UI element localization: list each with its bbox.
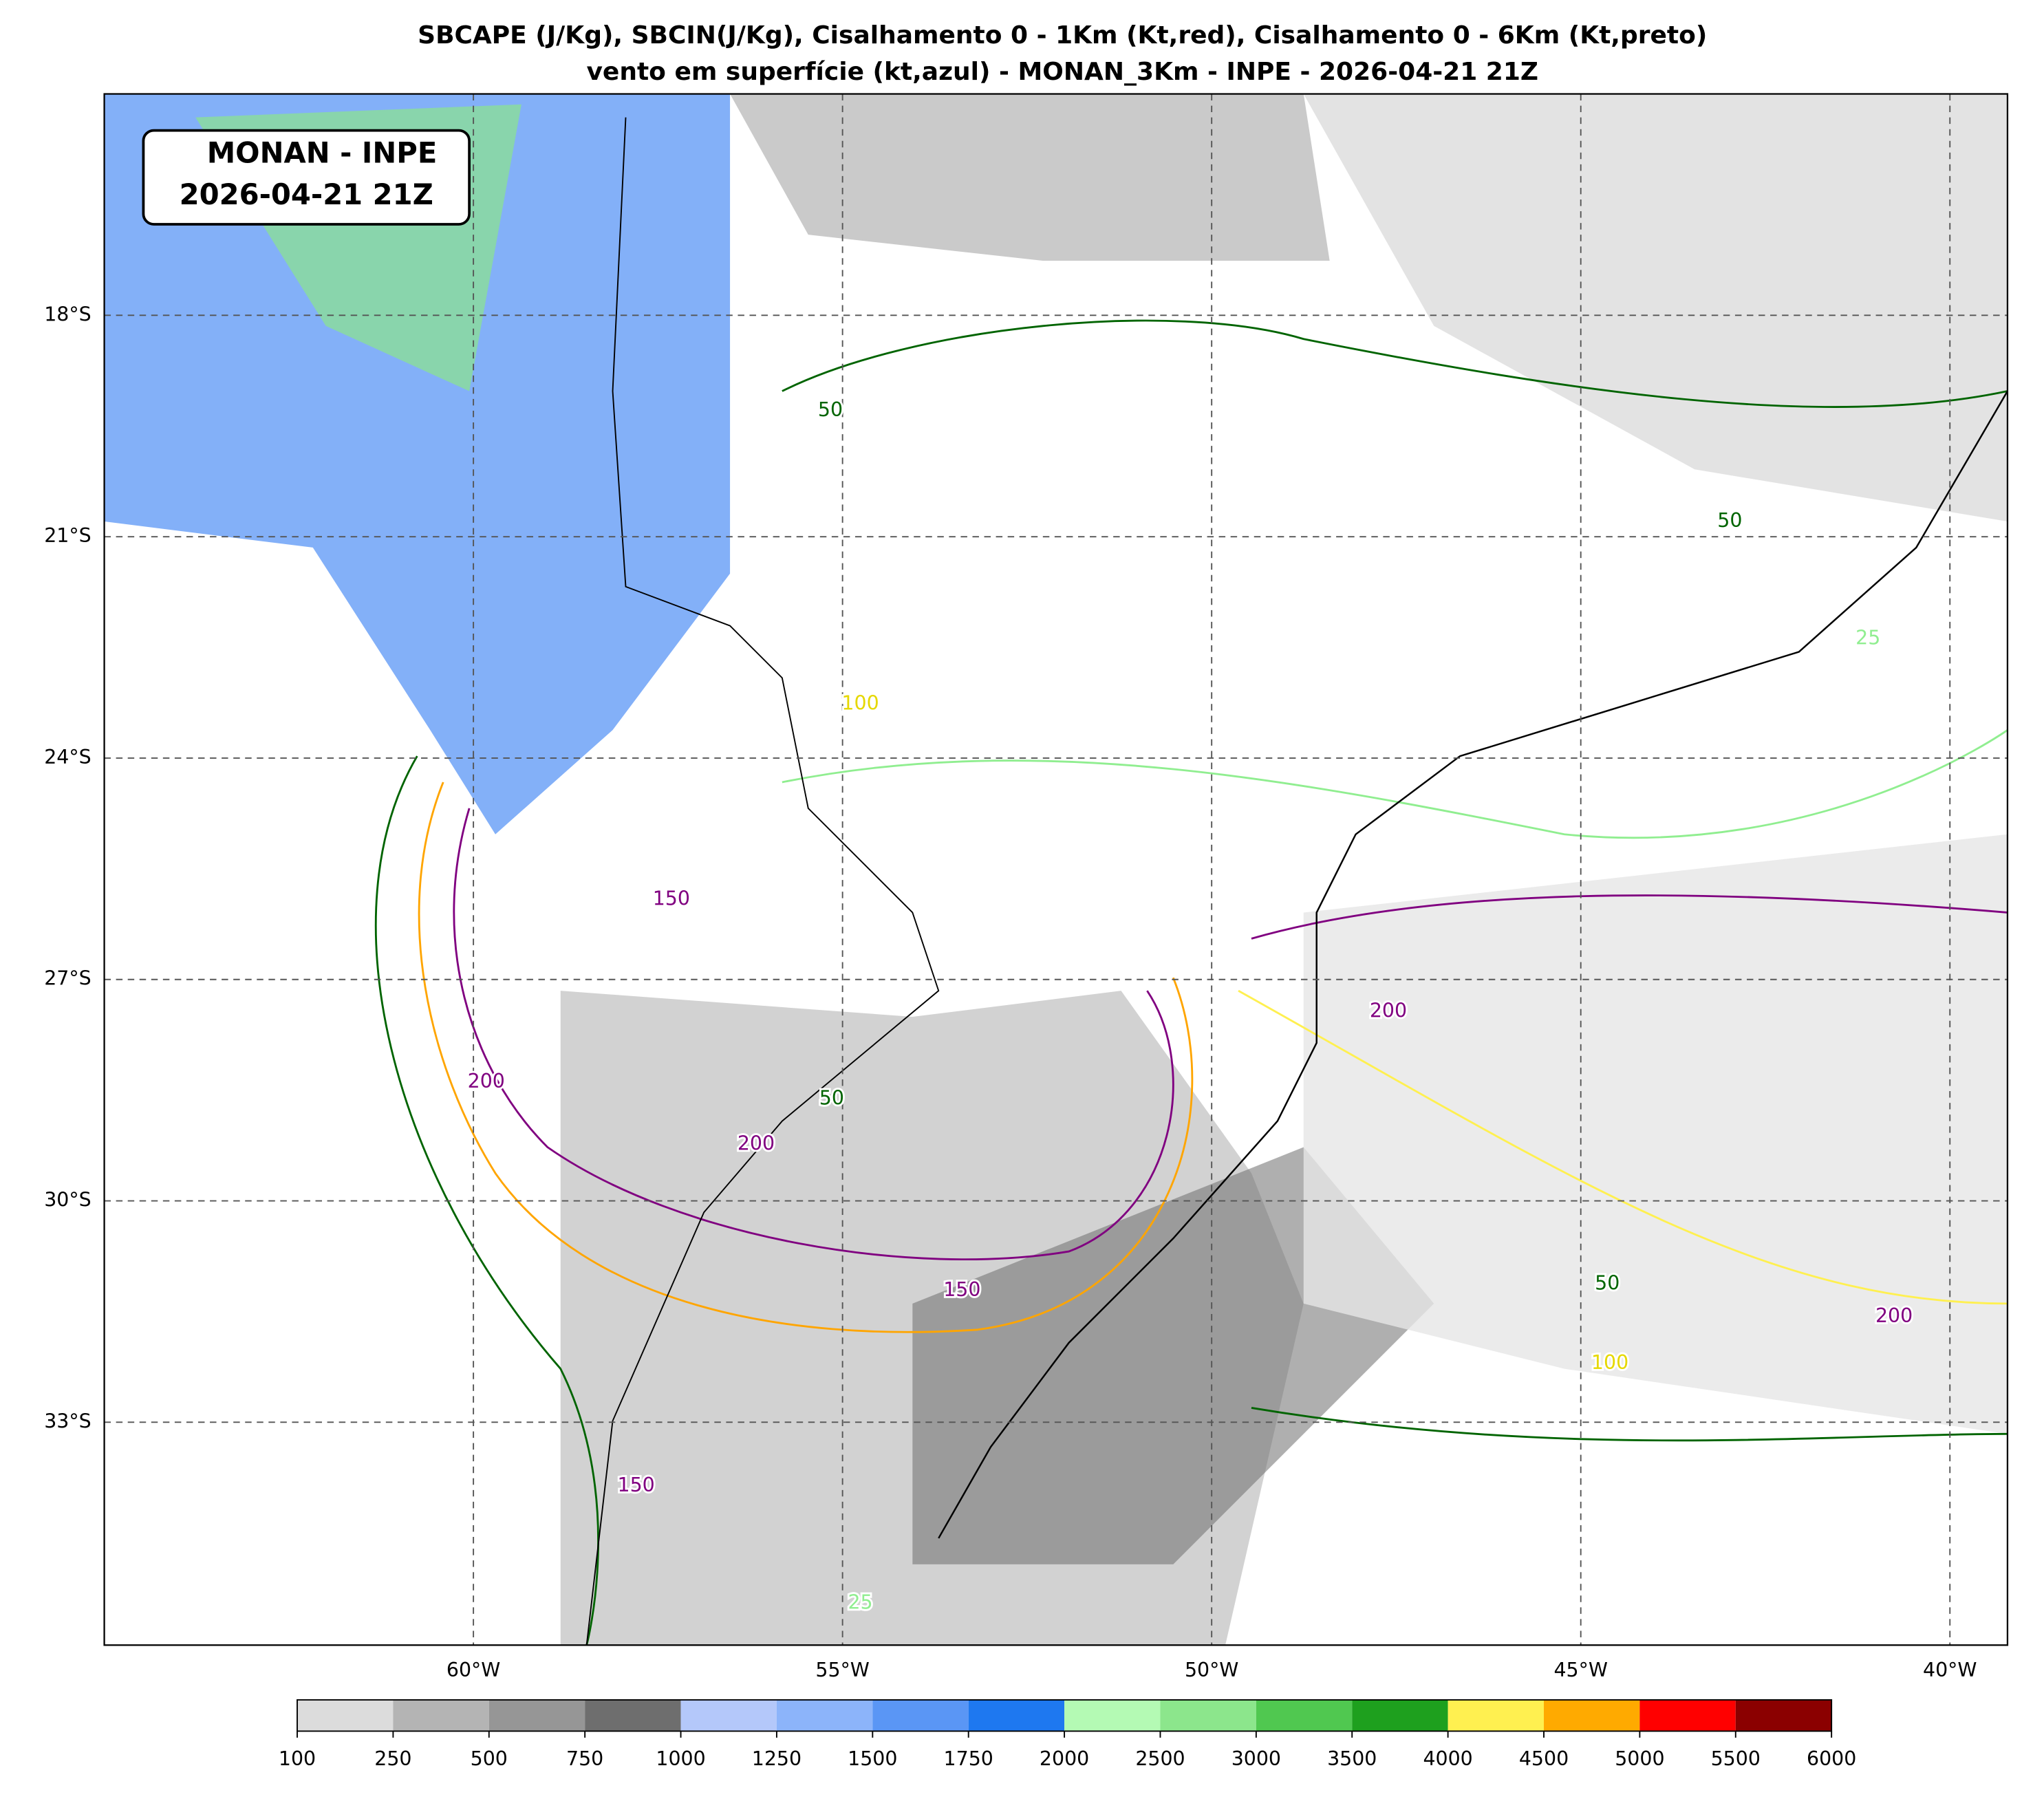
border	[585, 117, 940, 1646]
x-tick-label: 50°W	[1185, 1659, 1238, 1681]
colorbar-tick-label: 3000	[1231, 1747, 1281, 1770]
colorbar-tick-label: 3500	[1327, 1747, 1377, 1770]
label-line: 2026-04-21 21Z	[180, 177, 433, 211]
colorbar-segment	[968, 1699, 1065, 1732]
colorbar-segment	[488, 1699, 585, 1732]
colorbar-segment	[393, 1699, 489, 1732]
contour-label: 150	[943, 1278, 980, 1301]
grid-layer: 60°W 55°W 50°W 45°W 40°W 18°S 21°S 24°S 27°S 30°S…	[44, 94, 2008, 1681]
colorbar-segment	[1352, 1699, 1448, 1732]
label-box	[142, 129, 471, 226]
cape-area	[104, 94, 731, 834]
contour	[782, 319, 2008, 409]
contour	[782, 729, 2008, 839]
colorbar-tick-label: 500	[471, 1747, 508, 1770]
contour-label: 200	[1370, 999, 1407, 1022]
cin-area	[1303, 834, 2008, 1434]
colorbar-tick-label: 2000	[1040, 1747, 1089, 1770]
colorbar-tick-label: 5000	[1615, 1747, 1664, 1770]
contour-label: 50	[1595, 1271, 1620, 1294]
colorbar-segment	[776, 1699, 873, 1732]
cin-area	[730, 94, 1330, 261]
colorbar-segment	[680, 1699, 777, 1732]
contour	[374, 755, 599, 1646]
colorbar-tick-label: 5500	[1711, 1747, 1761, 1770]
x-tick-label: 45°W	[1553, 1659, 1607, 1681]
colorbar-tick-label: 4000	[1423, 1747, 1472, 1770]
x-tick-label: 55°W	[815, 1659, 869, 1681]
colorbar-tick-label: 1750	[944, 1747, 993, 1770]
colorbar-tick-label: 2500	[1135, 1747, 1185, 1770]
colorbar-tick-label: 250	[374, 1747, 411, 1770]
colorbar-segment	[1448, 1699, 1545, 1732]
contour	[453, 808, 1174, 1261]
contour-label: 100	[1591, 1351, 1628, 1374]
colorbar-segment	[1160, 1699, 1256, 1732]
colorbar: 100 250 500 750 1000 1250 1500 1750 2000 2500 3000…	[279, 1699, 1856, 1770]
colorbar-tick-label: 1000	[656, 1747, 705, 1770]
coast	[938, 390, 2009, 1539]
label-line: MONAN - INPE	[207, 136, 438, 170]
contour-label: 50	[818, 398, 843, 421]
colorbar-segment	[1544, 1699, 1640, 1732]
contour	[1238, 989, 2008, 1305]
x-tick-label: 60°W	[447, 1659, 500, 1681]
colorbar-segment	[872, 1699, 969, 1732]
colorbar-segment	[1639, 1699, 1736, 1732]
coastline	[585, 117, 2009, 1646]
contours	[374, 319, 2008, 1646]
contour-label: 50	[1717, 509, 1742, 532]
y-tick-label: 24°S	[44, 746, 91, 768]
contour	[418, 782, 1194, 1333]
contour-label: 50	[819, 1086, 844, 1109]
colorbar-tick-label: 750	[566, 1747, 603, 1770]
colorbar-segment	[1735, 1699, 1832, 1732]
y-tick-label: 21°S	[44, 524, 91, 547]
contour-label: 100	[841, 691, 879, 714]
map-frame	[103, 93, 2009, 1646]
title-line: vento em superfície (kt,azul) - MONAN_3K…	[586, 58, 1538, 86]
y-tick-label: 33°S	[44, 1410, 91, 1432]
colorbar-tick-label: 1500	[848, 1747, 897, 1770]
colorbar-tick-label: 1250	[752, 1747, 802, 1770]
contour-label: 200	[738, 1132, 775, 1155]
colorbar-segment	[297, 1699, 394, 1732]
x-tick-label: 40°W	[1923, 1659, 1977, 1681]
y-tick-label: 27°S	[44, 967, 91, 990]
contour-label: 200	[1875, 1304, 1913, 1327]
contour-label: 150	[618, 1474, 655, 1496]
contour-labels: 50 50 50 50 200 200 200 200 150 150 150 100 100 25 25	[466, 396, 1915, 1615]
colorbar-tick-label: 100	[279, 1747, 316, 1770]
colorbar-tick-label: 4500	[1519, 1747, 1569, 1770]
contour-label: 150	[653, 887, 690, 910]
contour-label: 25	[848, 1591, 872, 1614]
colorbar-tick-label: 6000	[1807, 1747, 1856, 1770]
y-tick-label: 18°S	[44, 303, 91, 325]
contour-label: 200	[468, 1070, 505, 1092]
title-line: SBCAPE (J/Kg), SBCIN(J/Kg), Cisalhamento…	[418, 21, 1707, 50]
cin-area	[1303, 94, 2008, 522]
contour-label: 25	[1855, 627, 1880, 649]
colorbar-segment	[585, 1699, 681, 1732]
colorbar-segment	[1256, 1699, 1353, 1732]
colorbar-segment	[1064, 1699, 1161, 1732]
contour	[1251, 1407, 2008, 1442]
y-tick-label: 30°S	[44, 1189, 91, 1211]
